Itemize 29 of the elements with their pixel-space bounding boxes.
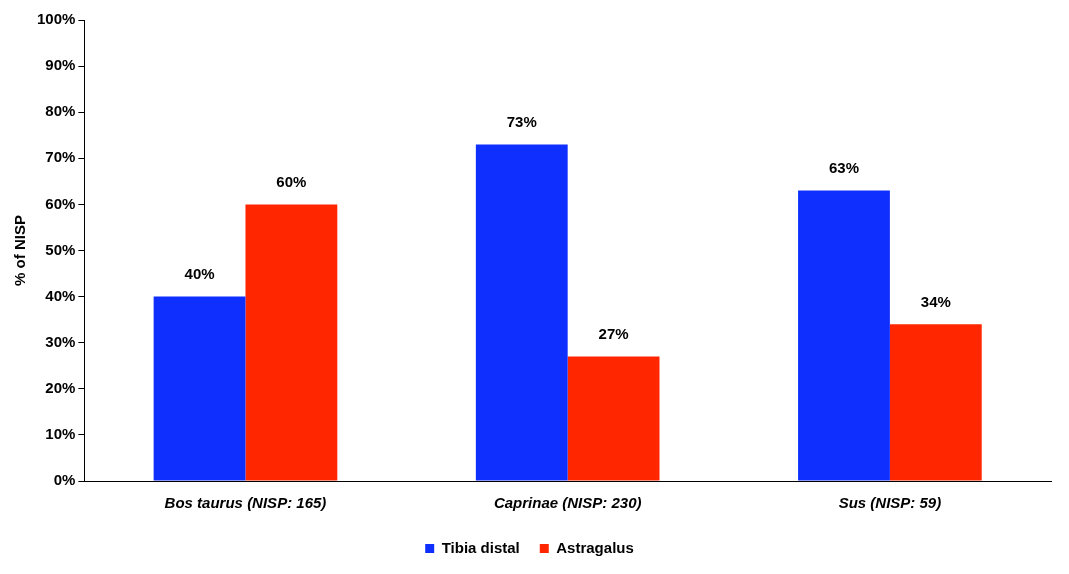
y-tick-label: 0% <box>53 471 76 489</box>
bar <box>567 356 660 481</box>
bar <box>798 190 890 481</box>
bar <box>245 204 338 481</box>
bar <box>475 144 568 481</box>
legend-label: Tibia distal <box>441 538 520 556</box>
y-tick-label: 60% <box>45 194 76 212</box>
y-tick-label: 50% <box>45 240 76 258</box>
x-tick-label: Bos taurus (NISP: 165) <box>164 494 327 512</box>
bar <box>153 296 246 481</box>
data-label: 63% <box>828 159 859 177</box>
y-tick-label: 90% <box>45 56 76 74</box>
y-tick-label: 30% <box>45 332 76 350</box>
data-label: 27% <box>598 325 629 343</box>
data-label: 34% <box>920 292 951 310</box>
y-tick-label: 40% <box>45 286 76 304</box>
x-tick-label: Caprinae (NISP: 230) <box>493 494 642 512</box>
x-tick-label: Sus (NISP: 59) <box>838 494 942 512</box>
legend-label: Astragalus <box>556 538 634 556</box>
y-tick-label: 100% <box>36 10 76 28</box>
y-tick-label: 70% <box>45 148 76 166</box>
y-tick-label: 20% <box>45 378 76 396</box>
y-axis-title: % of NISP <box>11 215 29 286</box>
data-label: 73% <box>506 113 537 131</box>
y-tick-label: 80% <box>45 102 76 120</box>
data-label: 40% <box>184 265 215 283</box>
data-label: 60% <box>276 173 307 191</box>
bar <box>889 324 982 481</box>
y-tick-label: 10% <box>45 425 76 443</box>
